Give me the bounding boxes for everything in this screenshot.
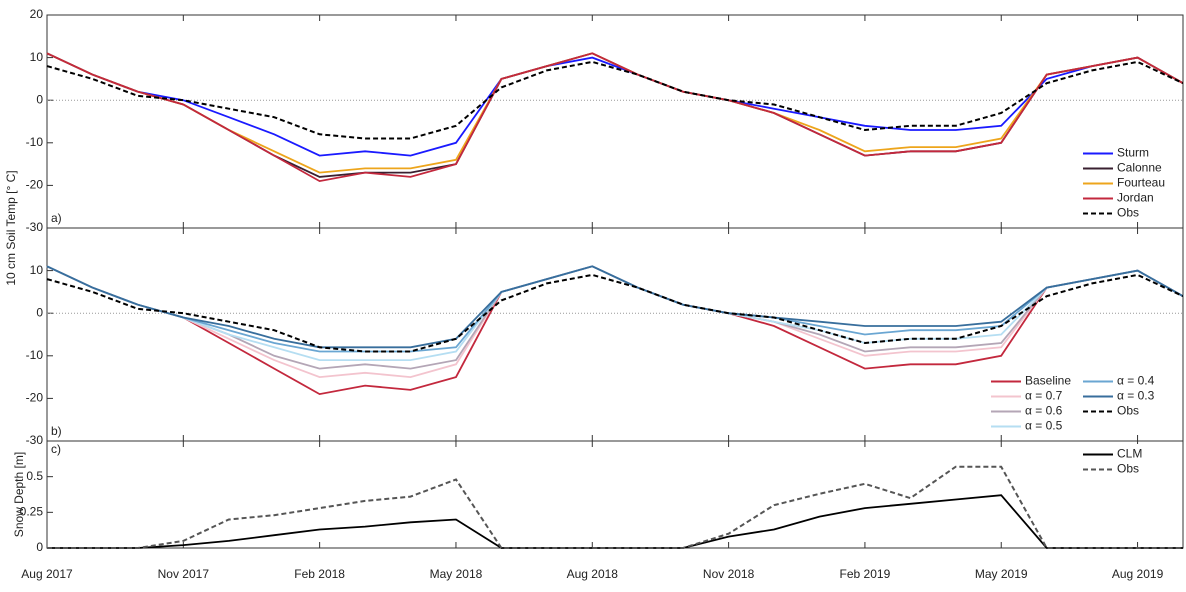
panel-frame [46, 440, 1184, 549]
y-tick-label: 0 [36, 92, 43, 106]
y-axis-label: Snow Depth [m] [12, 452, 26, 537]
x-tick-label: May 2019 [975, 567, 1028, 581]
series-line [46, 265, 1184, 349]
x-tick-label: Nov 2018 [703, 567, 755, 581]
series-line [47, 494, 1183, 549]
legend-label: α = 0.4 [1117, 374, 1155, 388]
y-tick-label: 0.25 [20, 505, 44, 519]
series-line [46, 52, 1184, 183]
legend-label: Jordan [1117, 191, 1154, 205]
legend-label: Sturm [1117, 146, 1149, 160]
legend-label: CLM [1117, 447, 1142, 461]
legend-label: α = 0.7 [1025, 389, 1063, 403]
y-tick-label: 0 [36, 540, 43, 554]
x-tick-label: Feb 2019 [840, 567, 891, 581]
y-tick-label: -30 [26, 220, 44, 234]
legend-label: α = 0.3 [1117, 389, 1155, 403]
x-tick-label: Nov 2017 [158, 567, 210, 581]
x-tick-label: Aug 2019 [1112, 567, 1164, 581]
x-tick-label: Aug 2018 [567, 567, 619, 581]
x-tick-label: Aug 2017 [21, 567, 73, 581]
panel-label: a) [51, 211, 62, 225]
legend-label: Obs [1117, 462, 1139, 476]
legend-label: Baseline [1025, 374, 1071, 388]
legend-label: Obs [1117, 206, 1139, 220]
series-line [47, 465, 1183, 549]
y-tick-label: 0 [36, 305, 43, 319]
y-tick-label: -10 [26, 135, 44, 149]
legend-label: Calonne [1117, 161, 1162, 175]
y-axis-label: 10 cm Soil Temp [° C] [4, 170, 18, 285]
y-tick-label: -30 [26, 433, 44, 447]
x-tick-label: Feb 2018 [294, 567, 345, 581]
legend-label: Fourteau [1117, 176, 1165, 190]
y-tick-label: -10 [26, 348, 44, 362]
series-line [46, 60, 1184, 140]
series-line [46, 273, 1184, 353]
y-tick-label: -20 [26, 178, 44, 192]
y-tick-label: 0.5 [26, 469, 43, 483]
panel-label: b) [51, 424, 62, 438]
y-tick-label: 10 [30, 50, 44, 64]
panel-label: c) [51, 442, 61, 456]
legend-label: α = 0.6 [1025, 404, 1063, 418]
y-tick-label: 20 [30, 7, 44, 21]
legend-box [1079, 444, 1177, 480]
y-tick-label: 10 [30, 263, 44, 277]
legend-label: α = 0.5 [1025, 419, 1063, 433]
x-tick-label: May 2018 [430, 567, 483, 581]
legend-label: Obs [1117, 404, 1139, 418]
series-line [46, 52, 1184, 157]
y-tick-label: -20 [26, 391, 44, 405]
